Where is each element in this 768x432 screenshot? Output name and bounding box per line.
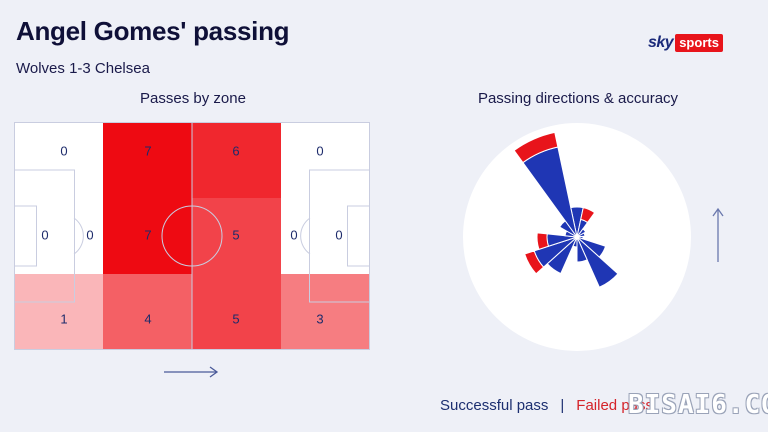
zone-cell-r2-c1	[103, 274, 192, 350]
zone-value-r2-c0: 1	[60, 311, 67, 326]
legend-successful: Successful pass	[440, 397, 549, 414]
sonar-failed-sector-11	[536, 232, 550, 250]
zone-value-r1-c1: 7	[144, 227, 151, 242]
legend: Successful pass | Failed pass	[440, 397, 653, 414]
zone-value-r2-c1: 4	[144, 311, 151, 326]
passing-sonar	[463, 123, 691, 351]
sonar-panel-title: Passing directions & accuracy	[477, 90, 679, 107]
zone-value-r0-c0: 0	[60, 143, 67, 158]
sonar-failed-sector-14	[513, 131, 559, 164]
right-penalty-arc	[300, 217, 311, 255]
zone-cell-r0-c2	[192, 122, 281, 198]
legend-failed: Failed pass	[576, 397, 654, 414]
sonar-success-sector-6	[576, 236, 619, 288]
zone-value-r0-c3: 0	[316, 143, 323, 158]
zone-value-r0-c1: 7	[144, 143, 151, 158]
attack-direction-arrow-icon	[164, 366, 219, 378]
zone-value-r1-c3-inner: 0	[290, 227, 297, 242]
zone-value-r2-c3: 3	[316, 311, 323, 326]
pitch-heatmap: 0 7 6 0 0 7 5 0 1 4 5 3 0 0	[14, 122, 370, 350]
sky-sports-logo: sky sports	[648, 34, 723, 52]
logo-sports-text: sports	[675, 34, 723, 52]
zone-value-r1-c0: 0	[41, 227, 48, 242]
logo-sky-text: sky	[648, 34, 674, 51]
direction-up-arrow-icon	[712, 207, 724, 262]
zone-cell-r0-c0	[14, 122, 103, 198]
zone-value-r1-c2: 5	[232, 227, 239, 242]
left-penalty-arc	[73, 217, 84, 255]
zone-value-r1-c3: 0	[335, 227, 342, 242]
legend-separator: |	[560, 397, 565, 414]
match-subtitle: Wolves 1-3 Chelsea	[16, 60, 150, 77]
sonar-success-sector-2	[576, 228, 587, 238]
right-six-yard-box	[347, 205, 370, 267]
zone-value-r0-c2: 6	[232, 143, 239, 158]
zone-value-r2-c2: 5	[232, 311, 239, 326]
chart-title: Angel Gomes' passing	[16, 16, 290, 46]
zone-cell-r1-c3	[281, 198, 370, 274]
zone-cell-r2-c0	[14, 274, 103, 350]
zone-cell-r0-c1	[103, 122, 192, 198]
left-six-yard-box	[14, 205, 37, 267]
sonar-failed-sector-10	[524, 250, 545, 275]
zone-cell-r1-c2	[192, 198, 281, 274]
watermark: BISAI6.COM	[628, 390, 768, 420]
zone-value-r1-c0-inner: 0	[86, 227, 93, 242]
sonar-success-sector-7	[576, 236, 588, 263]
zone-cell-r1-c1	[103, 198, 192, 274]
zone-cell-r2-c2	[192, 274, 281, 350]
zone-cell-r0-c3	[281, 122, 370, 198]
zone-cell-r1-c0	[14, 198, 103, 274]
centre-circle	[161, 205, 223, 267]
zone-cell-r2-c3	[281, 274, 370, 350]
zones-panel-title: Passes by zone	[140, 90, 246, 107]
sonar-failed-sector-1	[580, 207, 596, 224]
